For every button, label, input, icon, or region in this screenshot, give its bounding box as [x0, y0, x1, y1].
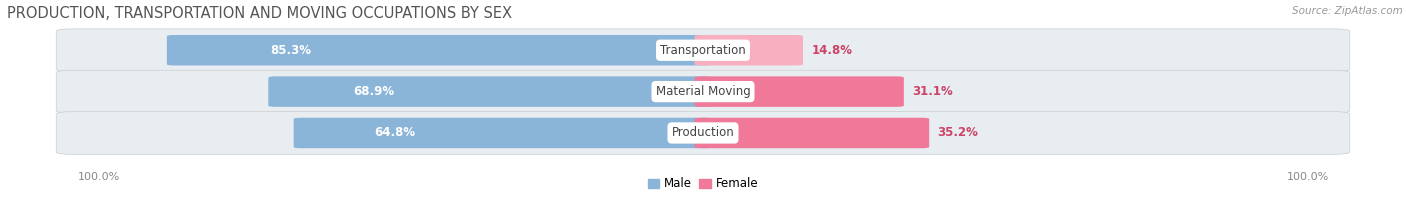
Text: 68.9%: 68.9%	[353, 85, 395, 98]
FancyBboxPatch shape	[56, 29, 1350, 72]
Text: Production: Production	[672, 126, 734, 139]
FancyBboxPatch shape	[695, 118, 929, 148]
Text: 100.0%: 100.0%	[77, 172, 120, 182]
Text: PRODUCTION, TRANSPORTATION AND MOVING OCCUPATIONS BY SEX: PRODUCTION, TRANSPORTATION AND MOVING OC…	[7, 6, 512, 21]
Text: 14.8%: 14.8%	[811, 44, 852, 57]
FancyBboxPatch shape	[695, 76, 904, 107]
Text: Transportation: Transportation	[661, 44, 745, 57]
FancyBboxPatch shape	[56, 112, 1350, 154]
FancyBboxPatch shape	[695, 35, 803, 65]
FancyBboxPatch shape	[167, 35, 711, 65]
Legend: Male, Female: Male, Female	[643, 173, 763, 195]
FancyBboxPatch shape	[269, 76, 711, 107]
FancyBboxPatch shape	[56, 70, 1350, 113]
Text: 31.1%: 31.1%	[912, 85, 953, 98]
Text: Material Moving: Material Moving	[655, 85, 751, 98]
Text: 85.3%: 85.3%	[270, 44, 311, 57]
FancyBboxPatch shape	[294, 118, 711, 148]
Text: 100.0%: 100.0%	[1286, 172, 1329, 182]
Text: Source: ZipAtlas.com: Source: ZipAtlas.com	[1292, 6, 1403, 16]
Text: 35.2%: 35.2%	[938, 126, 979, 139]
Text: 64.8%: 64.8%	[374, 126, 415, 139]
